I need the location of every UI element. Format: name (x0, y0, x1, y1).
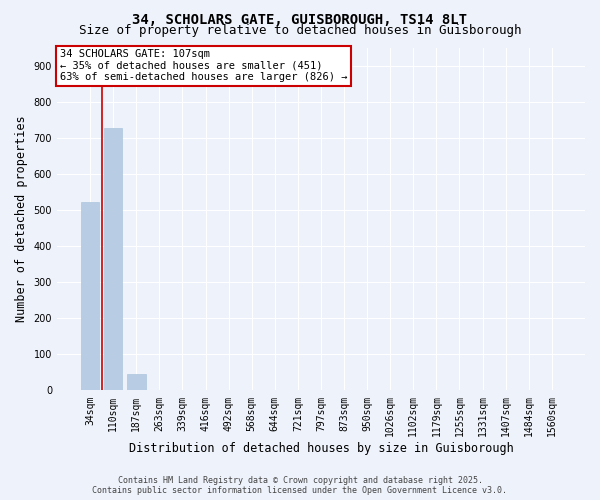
Bar (81, 202, 100, 390)
X-axis label: Distribution of detached houses by size in Guisborough: Distribution of detached houses by size … (128, 442, 514, 455)
Text: Contains HM Land Registry data © Crown copyright and database right 2025.
Contai: Contains HM Land Registry data © Crown c… (92, 476, 508, 495)
Text: 34, SCHOLARS GATE, GUISBOROUGH, TS14 8LT: 34, SCHOLARS GATE, GUISBOROUGH, TS14 8LT (133, 12, 467, 26)
Y-axis label: Number of detached properties: Number of detached properties (15, 116, 28, 322)
Text: 34 SCHOLARS GATE: 107sqm
← 35% of detached houses are smaller (451)
63% of semi-: 34 SCHOLARS GATE: 107sqm ← 35% of detach… (59, 49, 347, 82)
Text: Size of property relative to detached houses in Guisborough: Size of property relative to detached ho… (79, 24, 521, 37)
Bar (104, 128, 122, 390)
Bar (127, 374, 146, 390)
